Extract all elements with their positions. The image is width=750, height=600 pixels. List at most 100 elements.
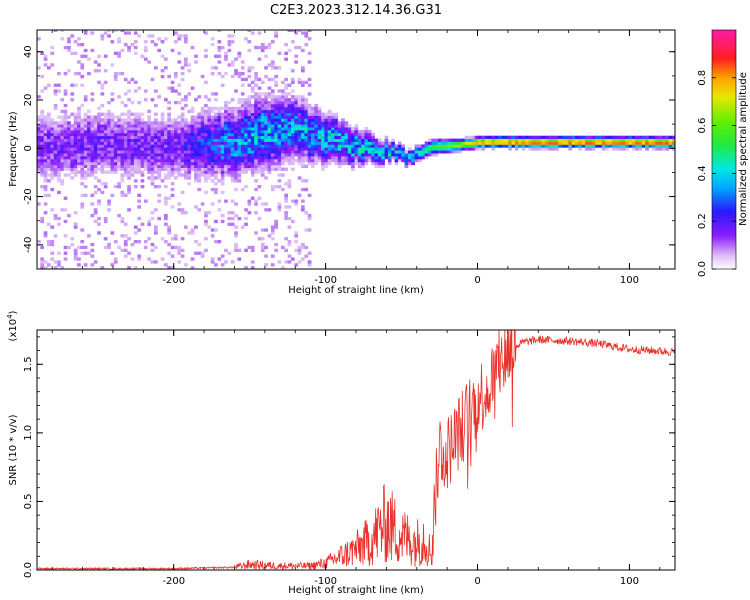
spectrogram-cell xyxy=(190,129,195,134)
spectrogram-cell xyxy=(123,92,128,96)
spectrogram-cell xyxy=(267,144,272,148)
spectrogram-cell xyxy=(117,54,121,58)
spectrogram-cell xyxy=(80,121,85,125)
spectrogram-cell xyxy=(107,124,111,128)
spectrogram-cell xyxy=(83,176,88,180)
spectrogram-cell xyxy=(524,141,529,145)
spectrogram-cell xyxy=(327,121,332,125)
spectrogram-cell xyxy=(294,121,298,125)
spectrogram-cell xyxy=(177,34,182,38)
spectrogram-cell xyxy=(240,147,245,151)
spectrogram-cell xyxy=(77,121,81,125)
spectrogram-cell xyxy=(154,150,158,154)
spectrogram-cell xyxy=(63,115,68,119)
spectrogram-cell xyxy=(67,37,71,41)
spectrogram-cell xyxy=(311,124,315,128)
spectrogram-cell xyxy=(418,147,422,151)
spectrogram-cell xyxy=(100,127,105,131)
spectrogram-cell xyxy=(287,260,292,264)
spectrogram-cell xyxy=(43,161,48,166)
spectrogram-cell xyxy=(100,170,105,174)
spectrogram-cell xyxy=(167,106,171,111)
spectrogram-cell xyxy=(50,167,55,171)
spectrogram-cell xyxy=(347,150,352,154)
spectrogram-cell xyxy=(317,144,322,148)
spectrogram-cell xyxy=(260,135,265,139)
spectrogram-cell xyxy=(100,190,105,195)
spectrogram-cell xyxy=(534,138,539,142)
spectrogram-cell xyxy=(147,222,151,226)
spectrogram-cell xyxy=(60,147,65,151)
spectrogram-cell xyxy=(224,115,228,119)
spectrogram-cell xyxy=(190,109,195,113)
spectrogram-cell xyxy=(581,138,586,142)
spectrogram-cell xyxy=(80,167,85,171)
spectrogram-cell xyxy=(164,196,168,200)
spectrogram-cell xyxy=(264,208,268,212)
spectrogram-cell xyxy=(214,106,218,111)
spectrogram-cell xyxy=(367,150,372,154)
spectrogram-cell xyxy=(240,138,245,142)
spectrogram-xtick-label: -200 xyxy=(162,275,185,286)
spectrogram-cell xyxy=(267,106,272,111)
spectrogram-cell xyxy=(551,144,556,148)
spectrogram-cell xyxy=(224,260,228,264)
spectrogram-cell xyxy=(220,129,225,134)
spectrogram-cell xyxy=(137,141,141,145)
spectrogram-cell xyxy=(611,141,616,145)
spectrogram-cell xyxy=(304,132,309,137)
spectrogram-cell xyxy=(531,141,536,145)
spectrogram-cell xyxy=(97,158,101,163)
spectrogram-cell xyxy=(63,92,68,96)
spectrogram-cell xyxy=(578,144,583,148)
spectrogram-cell xyxy=(274,103,278,108)
spectrogram-cell xyxy=(307,161,312,166)
spectrogram-cell xyxy=(401,158,405,163)
spectrogram-cell xyxy=(277,179,282,183)
spectrogram-cell xyxy=(207,173,212,177)
spectrogram-cell xyxy=(167,164,171,168)
spectrogram-cell xyxy=(204,135,208,139)
spectrogram-cell xyxy=(387,158,392,163)
spectrogram-cell xyxy=(421,153,425,157)
spectrogram-cell xyxy=(277,147,282,151)
spectrogram-cell xyxy=(87,144,91,148)
spectrogram-cell xyxy=(387,153,392,157)
spectrogram-cell xyxy=(160,179,165,183)
spectrogram-cell xyxy=(100,144,105,148)
spectrogram-cell xyxy=(73,257,78,261)
spectrogram-cell xyxy=(170,132,175,137)
spectrogram-cell xyxy=(80,228,85,232)
spectrogram-cell xyxy=(230,161,235,166)
spectrogram-cell xyxy=(53,161,58,166)
spectrogram-cell xyxy=(287,132,292,137)
spectrogram-cell xyxy=(200,170,205,174)
spectrogram-cell xyxy=(397,144,402,148)
spectrogram-cell xyxy=(331,135,335,139)
spectrogram-cell xyxy=(237,74,242,79)
spectrogram-cell xyxy=(140,141,145,145)
spectrogram-cell xyxy=(53,216,58,221)
spectrogram-cell xyxy=(418,144,422,148)
spectrogram-cell xyxy=(294,112,298,116)
spectrogram-cell xyxy=(110,127,115,131)
spectrogram-cell xyxy=(57,124,61,128)
spectrogram-cell xyxy=(137,135,141,139)
spectrogram-cell xyxy=(250,31,255,35)
spectrogram-cell xyxy=(274,34,278,38)
spectrogram-cell xyxy=(257,95,262,99)
spectrogram-cell xyxy=(50,170,55,174)
spectrogram-cell xyxy=(37,158,41,163)
spectrogram-cell xyxy=(317,132,322,137)
spectrogram-cell xyxy=(37,202,41,206)
spectrogram-cell xyxy=(534,144,539,148)
spectrogram-cell xyxy=(321,141,325,145)
spectrogram-cell xyxy=(103,144,108,148)
spectrogram-cell xyxy=(274,147,278,151)
spectrogram-cell xyxy=(123,118,128,122)
spectrogram-cell xyxy=(434,144,439,148)
spectrogram-cell xyxy=(311,115,315,119)
spectrogram-cell xyxy=(260,106,265,111)
spectrogram-cell xyxy=(143,161,148,166)
spectrogram-cell xyxy=(164,161,168,166)
